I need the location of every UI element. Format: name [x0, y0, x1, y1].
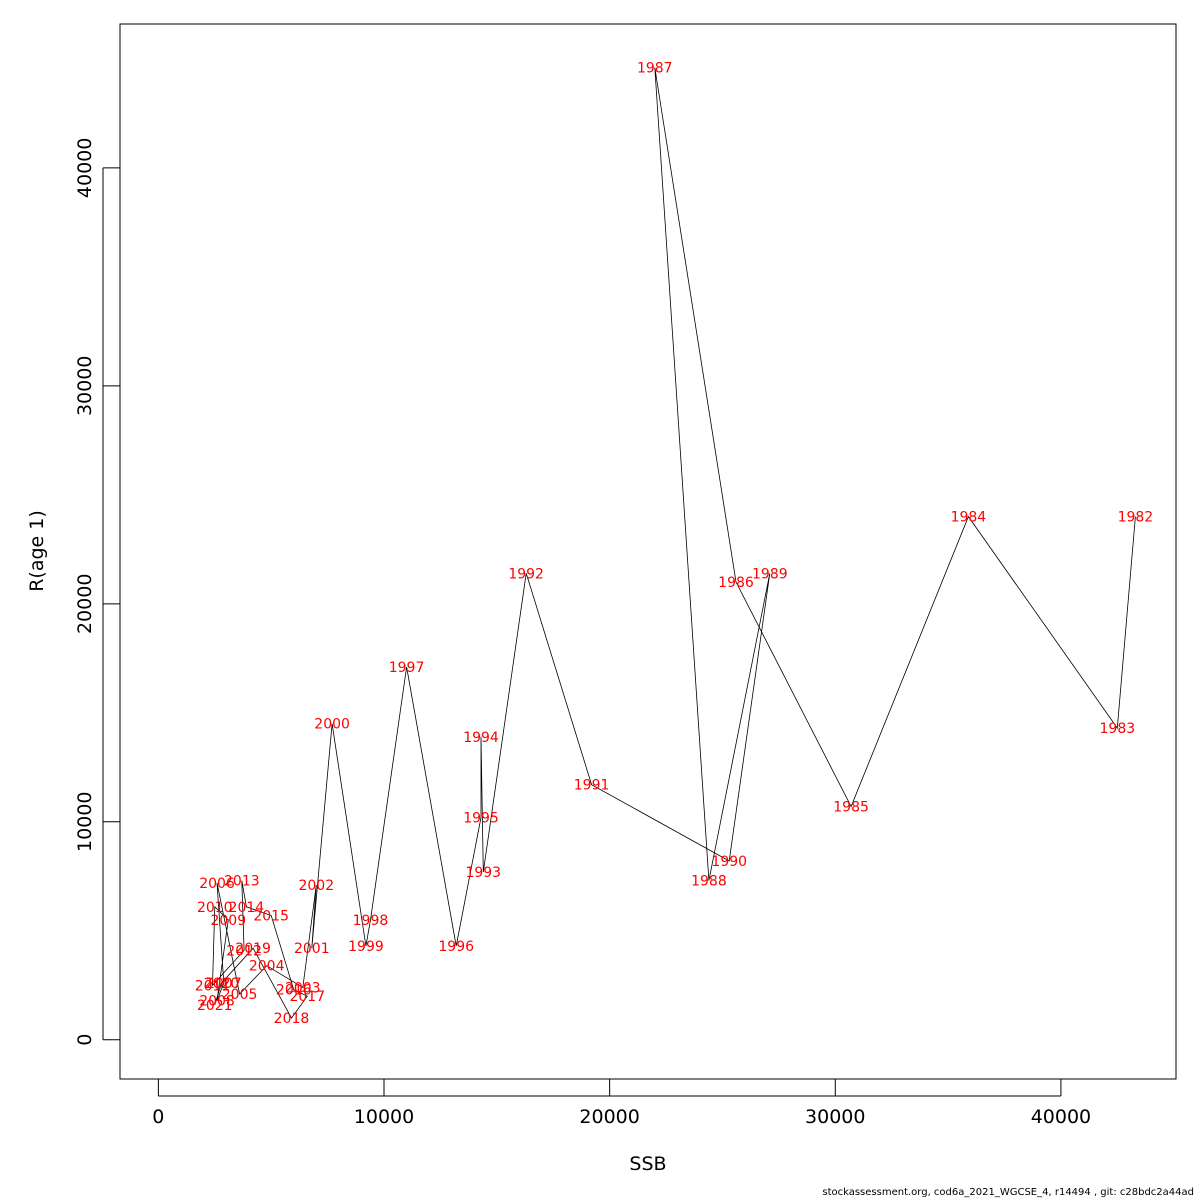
y-tick-label: 0 — [74, 1034, 96, 1046]
year-label-2014: 2014 — [229, 900, 265, 916]
year-label-2005: 2005 — [222, 987, 258, 1003]
year-label-1984: 1984 — [951, 510, 987, 526]
year-label-2016: 2016 — [276, 983, 312, 999]
year-label-1992: 1992 — [508, 566, 544, 582]
year-label-2009: 2009 — [210, 913, 246, 929]
x-tick-label: 0 — [152, 1106, 164, 1128]
year-label-2017: 2017 — [289, 989, 325, 1005]
year-label-1985: 1985 — [833, 800, 869, 816]
y-axis-title: R(age 1) — [26, 510, 48, 592]
plot-frame — [119, 23, 1177, 1080]
year-label-1991: 1991 — [574, 778, 610, 794]
year-label-1993: 1993 — [465, 865, 501, 881]
x-axis-title: SSB — [629, 1153, 666, 1175]
x-tick-label: 20000 — [579, 1106, 639, 1128]
year-label-2007: 2007 — [206, 976, 242, 992]
year-label-1988: 1988 — [691, 874, 727, 890]
year-label-2010: 2010 — [197, 900, 233, 916]
year-label-2015: 2015 — [253, 909, 289, 925]
y-tick-label: 30000 — [74, 356, 96, 416]
year-label-1995: 1995 — [463, 810, 499, 826]
ssb-recruitment-path — [212, 67, 1136, 1019]
y-axis: 0 10000 20000 30000 40000 — [74, 138, 120, 1046]
year-label-1994: 1994 — [463, 730, 499, 746]
y-tick-label: 10000 — [74, 792, 96, 852]
x-tick-label: 10000 — [354, 1106, 414, 1128]
year-label-2006: 2006 — [199, 876, 235, 892]
year-label-1998: 1998 — [353, 913, 389, 929]
year-label-2003: 2003 — [285, 980, 321, 996]
year-label-2018: 2018 — [274, 1011, 310, 1027]
year-label-1990: 1990 — [711, 854, 747, 870]
year-label-1986: 1986 — [718, 575, 754, 591]
x-tick-label: 30000 — [805, 1106, 865, 1128]
series-line — [212, 67, 1136, 1019]
year-label-1987: 1987 — [637, 61, 673, 77]
y-tick-label: 40000 — [74, 138, 96, 198]
y-tick-label: 20000 — [74, 574, 96, 634]
year-label-1989: 1989 — [752, 566, 788, 582]
year-label-2000: 2000 — [314, 717, 350, 733]
year-label-1982: 1982 — [1118, 510, 1154, 526]
x-axis: 0 10000 20000 30000 40000 — [152, 1079, 1091, 1128]
year-label-2013: 2013 — [224, 874, 260, 890]
year-label-2012: 2012 — [226, 943, 262, 959]
footer-credit: stockassessment.org, cod6a_2021_WGCSE_4,… — [822, 1187, 1194, 1198]
year-label-2011: 2011 — [195, 978, 231, 994]
x-tick-label: 40000 — [1031, 1106, 1091, 1128]
point-labels: 1982 1983 1984 1985 1986 1987 1988 1989 1990 1991… — [195, 61, 1154, 1027]
year-label-2021: 2021 — [197, 998, 233, 1014]
year-label-1999: 1999 — [348, 939, 384, 955]
year-label-1983: 1983 — [1100, 721, 1136, 737]
year-label-2002: 2002 — [298, 878, 334, 894]
year-label-1996: 1996 — [438, 939, 474, 955]
year-label-2008: 2008 — [199, 994, 235, 1010]
year-label-2001: 2001 — [294, 941, 330, 957]
year-label-2020: 2020 — [204, 976, 240, 992]
year-label-2004: 2004 — [249, 959, 285, 975]
year-label-2019: 2019 — [235, 941, 271, 957]
year-label-1997: 1997 — [389, 660, 425, 676]
